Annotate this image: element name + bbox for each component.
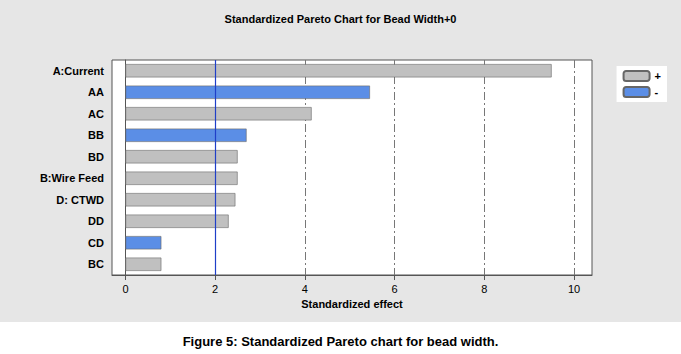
svg-text:0: 0: [122, 283, 128, 295]
svg-text:4: 4: [302, 283, 308, 295]
svg-text:DD: DD: [88, 215, 104, 227]
svg-text:B:Wire Feed: B:Wire Feed: [40, 172, 104, 184]
svg-text:Standardized effect: Standardized effect: [301, 298, 403, 310]
svg-text:10: 10: [568, 283, 580, 295]
svg-text:-: -: [655, 86, 659, 98]
svg-text:Standardized Pareto Chart for: Standardized Pareto Chart for Bead Width…: [225, 13, 457, 25]
svg-text:D: CTWD: D: CTWD: [56, 194, 104, 206]
svg-text:CD: CD: [88, 237, 104, 249]
svg-text:BC: BC: [88, 258, 104, 270]
svg-text:2: 2: [212, 283, 218, 295]
svg-text:AA: AA: [88, 86, 104, 98]
svg-text:+: +: [655, 70, 661, 82]
svg-text:8: 8: [481, 283, 487, 295]
svg-text:6: 6: [392, 283, 398, 295]
svg-text:AC: AC: [88, 108, 104, 120]
svg-text:Figure 5: Standardized Pareto: Figure 5: Standardized Pareto chart for …: [183, 334, 499, 349]
svg-text:BB: BB: [88, 129, 104, 141]
svg-text:A:Current: A:Current: [53, 65, 105, 77]
svg-text:BD: BD: [88, 151, 104, 163]
